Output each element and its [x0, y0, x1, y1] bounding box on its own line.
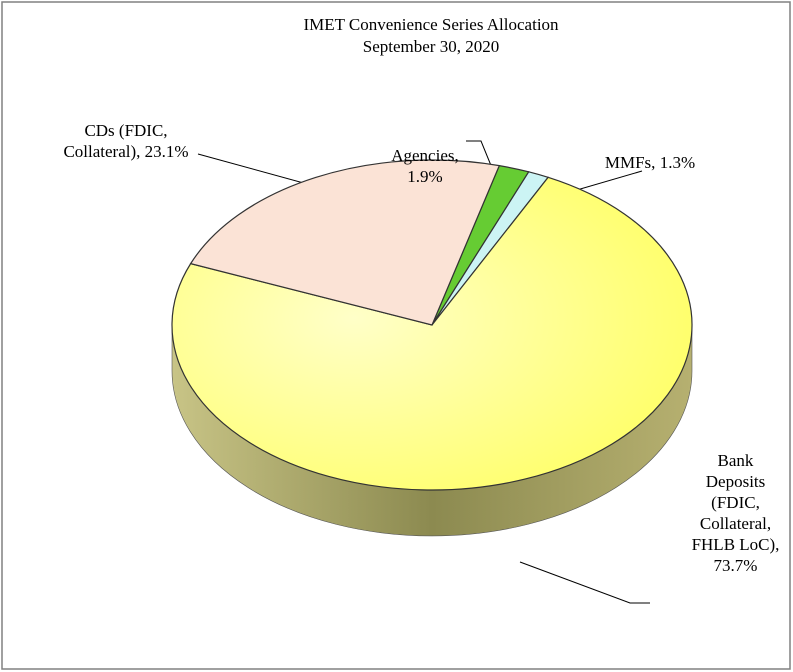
value-label: 1.9% [407, 167, 443, 186]
data-label: CDs (FDIC, Collateral), 23.1% [55, 120, 197, 162]
data-label: Bank Deposits (FDIC, Collateral, FHLB Lo… [688, 450, 783, 576]
value-label: 1.3% [659, 153, 696, 172]
data-label: MMFs, 1.3% [570, 152, 730, 173]
category-label: MMFs, [604, 153, 656, 172]
chart-subtitle: September 30, 2020 [362, 37, 500, 56]
value-label: 73.7% [713, 556, 758, 575]
category-label: Bank Deposits (FDIC, Collateral, FHLB Lo… [691, 451, 780, 554]
slice [189, 159, 501, 326]
slice [171, 176, 693, 491]
leader-line [519, 561, 650, 604]
chart-title: IMET Convenience Series Allocation [303, 15, 559, 34]
data-label: Agencies, 1.9% [380, 145, 470, 187]
chart-title-block: IMET Convenience Series Allocation Septe… [296, 14, 566, 58]
category-label: Agencies, [391, 146, 459, 165]
category-label: CDs (FDIC, Collateral), [63, 121, 168, 161]
pie [171, 159, 693, 537]
value-label: 23.1% [144, 142, 189, 161]
